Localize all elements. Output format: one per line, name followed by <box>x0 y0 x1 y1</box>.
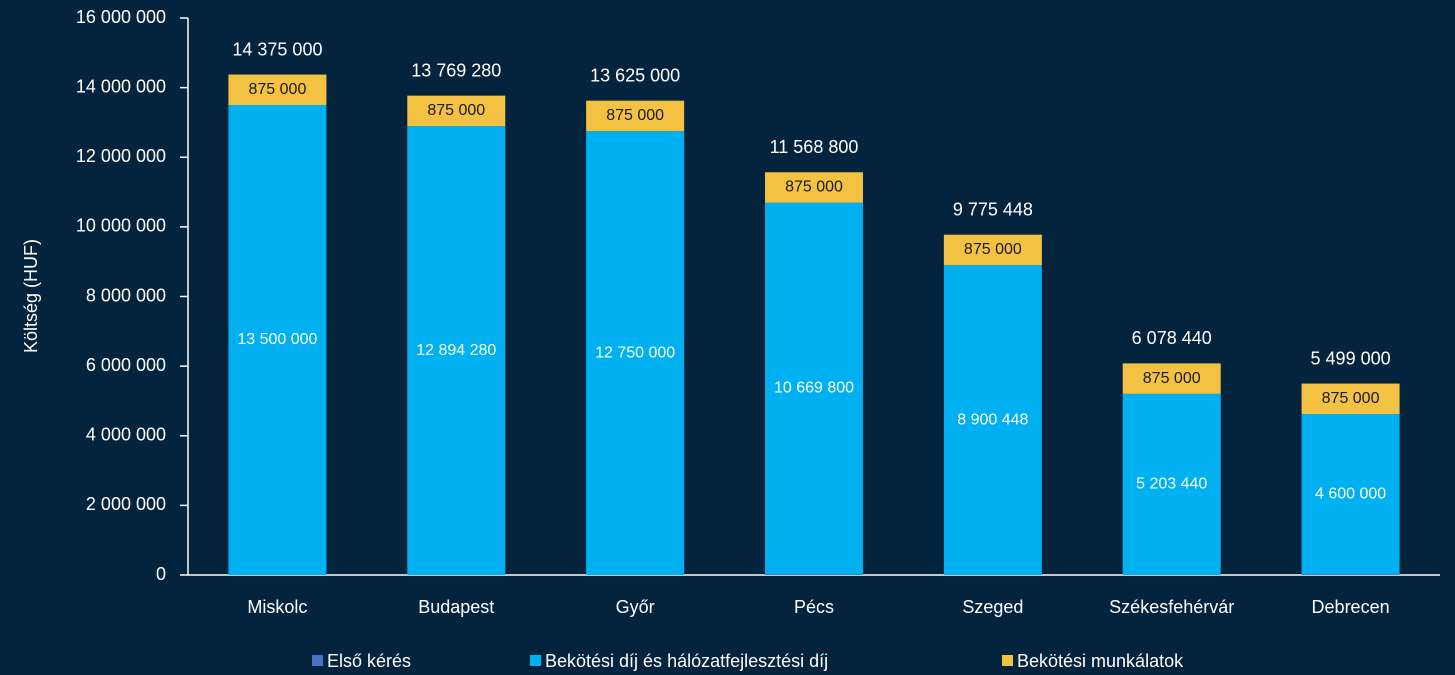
bar-segment <box>1301 414 1400 575</box>
total-label: 14 375 000 <box>232 39 322 59</box>
bar-segment <box>1122 393 1221 575</box>
value-label: 12 894 280 <box>416 342 496 359</box>
bar-segment <box>1301 383 1400 415</box>
y-axis-label: Költség (HUF) <box>21 239 41 353</box>
value-label: 875 000 <box>606 107 664 124</box>
total-label: 6 078 440 <box>1132 328 1212 348</box>
y-tick-label: 14 000 000 <box>76 76 166 96</box>
x-tick-label: Szeged <box>962 597 1023 617</box>
x-tick-label: Miskolc <box>247 597 307 617</box>
x-tick-label: Pécs <box>794 597 834 617</box>
legend-label: Bekötési munkálatok <box>1017 651 1184 671</box>
legend-swatch <box>312 655 323 666</box>
y-tick-label: 2 000 000 <box>86 494 166 514</box>
x-tick-label: Debrecen <box>1312 597 1390 617</box>
y-tick-label: 0 <box>156 564 166 584</box>
x-tick-label: Székesfehérvár <box>1109 597 1234 617</box>
value-label: 875 000 <box>785 179 843 196</box>
bar-segment <box>407 126 506 576</box>
bar-segment <box>586 131 685 575</box>
bar-segment <box>765 574 863 575</box>
bar-segment <box>943 265 1042 575</box>
total-label: 5 499 000 <box>1311 348 1391 368</box>
value-label: 10 669 800 <box>774 380 854 397</box>
value-label: 13 500 000 <box>237 331 317 348</box>
y-tick-label: 10 000 000 <box>76 216 166 236</box>
bar-segment <box>765 202 863 575</box>
legend-label: Első kérés <box>327 651 411 671</box>
value-label: 875 000 <box>427 102 485 119</box>
value-label: 875 000 <box>964 241 1022 258</box>
value-label: 4 600 000 <box>1315 485 1386 502</box>
x-tick-label: Budapest <box>418 597 494 617</box>
total-label: 13 769 280 <box>411 60 501 80</box>
value-label: 8 900 448 <box>957 411 1028 428</box>
bar-segment <box>228 105 327 575</box>
bar-segment <box>407 95 506 127</box>
y-tick-label: 16 000 000 <box>76 7 166 27</box>
bar-segment <box>943 234 1042 266</box>
value-label: 875 000 <box>249 81 307 98</box>
y-tick-label: 12 000 000 <box>76 146 166 166</box>
y-tick-label: 8 000 000 <box>86 285 166 305</box>
bar-segment <box>1301 574 1400 575</box>
value-label: 875 000 <box>1143 370 1201 387</box>
value-label: 875 000 <box>1322 390 1380 407</box>
bar-segment <box>228 74 327 106</box>
bar-segment <box>586 100 685 132</box>
value-label: 5 203 440 <box>1136 476 1207 493</box>
y-tick-label: 4 000 000 <box>86 425 166 445</box>
y-tick-label: 6 000 000 <box>86 355 166 375</box>
bar-segment <box>765 172 863 203</box>
legend-swatch <box>530 655 541 666</box>
total-label: 13 625 000 <box>590 65 680 85</box>
bar-segment <box>1122 363 1221 394</box>
total-label: 9 775 448 <box>953 199 1033 219</box>
legend-label: Bekötési díj és hálózatfejlesztési díj <box>545 651 828 671</box>
x-tick-label: Győr <box>616 597 655 617</box>
legend-swatch <box>1002 655 1013 666</box>
value-label: 12 750 000 <box>595 344 675 361</box>
total-label: 11 568 800 <box>770 137 859 157</box>
